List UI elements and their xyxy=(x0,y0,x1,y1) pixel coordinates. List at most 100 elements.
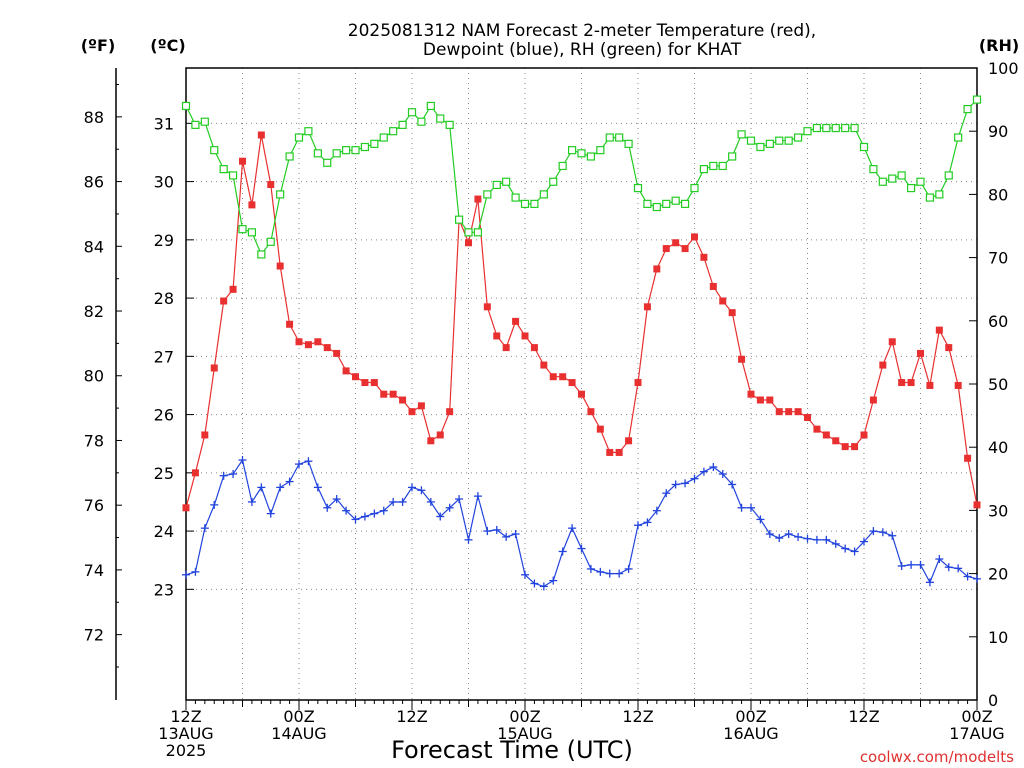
dewpoint-point xyxy=(191,567,200,576)
dewpoint-point xyxy=(954,564,963,573)
dewpoint-point xyxy=(944,563,953,572)
dewpoint-point xyxy=(229,469,238,478)
dewpoint-point xyxy=(436,512,445,521)
rh-point xyxy=(718,161,727,171)
temperature-point xyxy=(851,443,859,451)
rh-point xyxy=(257,250,266,259)
rh-point xyxy=(266,237,275,246)
temperature-point xyxy=(615,448,623,456)
dewpoint-point xyxy=(313,483,322,492)
temperature-line xyxy=(185,134,978,508)
rh-point xyxy=(473,228,483,237)
dewpoint-point xyxy=(464,535,473,544)
rh-tick-label: 10 xyxy=(988,628,1008,647)
temperature-point xyxy=(201,431,209,439)
fahrenheit-tick-label: 82 xyxy=(84,302,104,321)
temperature-point xyxy=(276,262,284,270)
dewpoint-point xyxy=(850,547,859,556)
rh-point xyxy=(605,133,614,142)
dewpoint-point xyxy=(539,582,548,591)
temperature-point xyxy=(530,344,538,352)
temperature-point xyxy=(436,431,444,439)
dewpoint-point xyxy=(916,560,925,569)
rh-point xyxy=(935,190,944,199)
dewpoint-point xyxy=(370,509,379,518)
rh-point xyxy=(906,183,916,193)
rh-point xyxy=(586,152,596,161)
chart-title-line2: Dewpoint (blue), RH (green) for KHAT xyxy=(423,40,742,60)
rh-point xyxy=(426,101,435,111)
rh-point xyxy=(511,193,520,202)
temperature-point xyxy=(182,504,190,512)
rh-point xyxy=(210,146,219,155)
rh-point xyxy=(313,149,322,158)
rh-line xyxy=(185,99,978,256)
temperature-point xyxy=(304,341,312,349)
dewpoint-point xyxy=(690,474,699,483)
dewpoint-point xyxy=(624,564,633,573)
dewpoint-point xyxy=(728,480,737,489)
dewpoint-point xyxy=(878,528,887,537)
dewpoint-point xyxy=(276,483,285,492)
temperature-point xyxy=(747,390,755,398)
dewpoint-point xyxy=(718,469,727,478)
temperature-point xyxy=(964,454,972,462)
rh-tick-label: 70 xyxy=(988,249,1008,268)
dewpoint-point xyxy=(935,555,944,564)
rh-point xyxy=(454,215,464,224)
dewpoint-point xyxy=(775,534,784,543)
temperature-point xyxy=(512,317,520,325)
rh-point xyxy=(878,177,887,186)
celsius-tick-label: 28 xyxy=(154,289,174,308)
rh-axis-unit: (RH) xyxy=(979,36,1019,55)
dewpoint-point xyxy=(841,544,850,553)
celsius-tick-label: 31 xyxy=(154,114,174,133)
temperature-point xyxy=(389,390,397,398)
rh-point xyxy=(831,123,840,133)
dewpoint-point xyxy=(586,564,595,573)
rh-point xyxy=(972,95,982,104)
rh-tick-label: 60 xyxy=(988,312,1008,331)
x-tick-label: 14AUG xyxy=(271,724,326,743)
dewpoint-point xyxy=(426,497,435,506)
dewpoint-point xyxy=(803,534,812,543)
x-tick-label: 00Z xyxy=(283,707,314,726)
dewpoint-point xyxy=(455,495,464,504)
x-tick-label: 12Z xyxy=(170,707,201,726)
x-tick-label: 2025 xyxy=(166,741,207,760)
dewpoint-point xyxy=(812,535,821,544)
rh-point xyxy=(841,123,850,133)
dewpoint-point xyxy=(662,489,671,498)
rh-point xyxy=(963,104,972,114)
temperature-point xyxy=(822,431,830,439)
rh-point xyxy=(558,161,567,171)
temperature-point xyxy=(888,338,896,346)
celsius-tick-label: 30 xyxy=(154,173,174,192)
temperature-point xyxy=(267,180,275,188)
temperature-point xyxy=(907,379,915,387)
fahrenheit-tick-label: 74 xyxy=(84,561,104,580)
dewpoint-point xyxy=(351,515,360,524)
rh-point xyxy=(294,133,304,142)
temperature-point xyxy=(728,309,736,317)
dewpoint-point xyxy=(784,529,793,538)
temperature-point xyxy=(606,448,614,456)
rh-point xyxy=(181,101,191,111)
dewpoint-point xyxy=(408,483,416,492)
temperature-point xyxy=(794,408,802,416)
temperature-point xyxy=(653,265,661,273)
dewpoint-point xyxy=(869,527,878,536)
rh-point xyxy=(200,117,209,126)
dewpoint-point xyxy=(379,506,388,515)
rh-tick-label: 50 xyxy=(988,375,1008,394)
rh-point xyxy=(539,190,548,199)
temperature-point xyxy=(361,379,369,387)
temperature-point xyxy=(408,408,416,416)
temperature-point xyxy=(813,425,821,433)
temperature-point xyxy=(738,355,746,363)
dewpoint-point xyxy=(699,467,708,476)
x-tick-label: 12Z xyxy=(396,707,427,726)
temperature-point xyxy=(775,408,783,416)
rh-point xyxy=(389,127,398,136)
rh-point xyxy=(793,133,803,142)
